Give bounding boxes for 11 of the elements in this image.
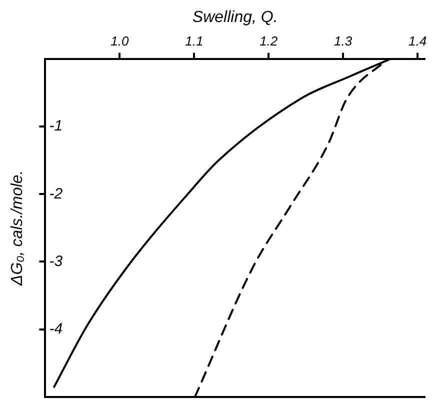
x-tick-label: 1.3 <box>334 34 353 49</box>
y-axis-title: ΔG₀, cals./mole. <box>9 170 26 287</box>
x-tick-label: 1.4 <box>408 34 427 49</box>
x-tick-label: 1.2 <box>260 34 278 49</box>
y-tick-label: -4 <box>49 320 63 338</box>
x-tick-label: 1.1 <box>185 34 204 49</box>
y-tick-label: -3 <box>49 252 64 270</box>
x-tick-label: 1.0 <box>110 34 130 49</box>
y-tick-label: -1 <box>49 118 63 135</box>
x-axis-title: Swelling, Q. <box>192 9 278 26</box>
y-tick-label: -2 <box>49 185 64 202</box>
